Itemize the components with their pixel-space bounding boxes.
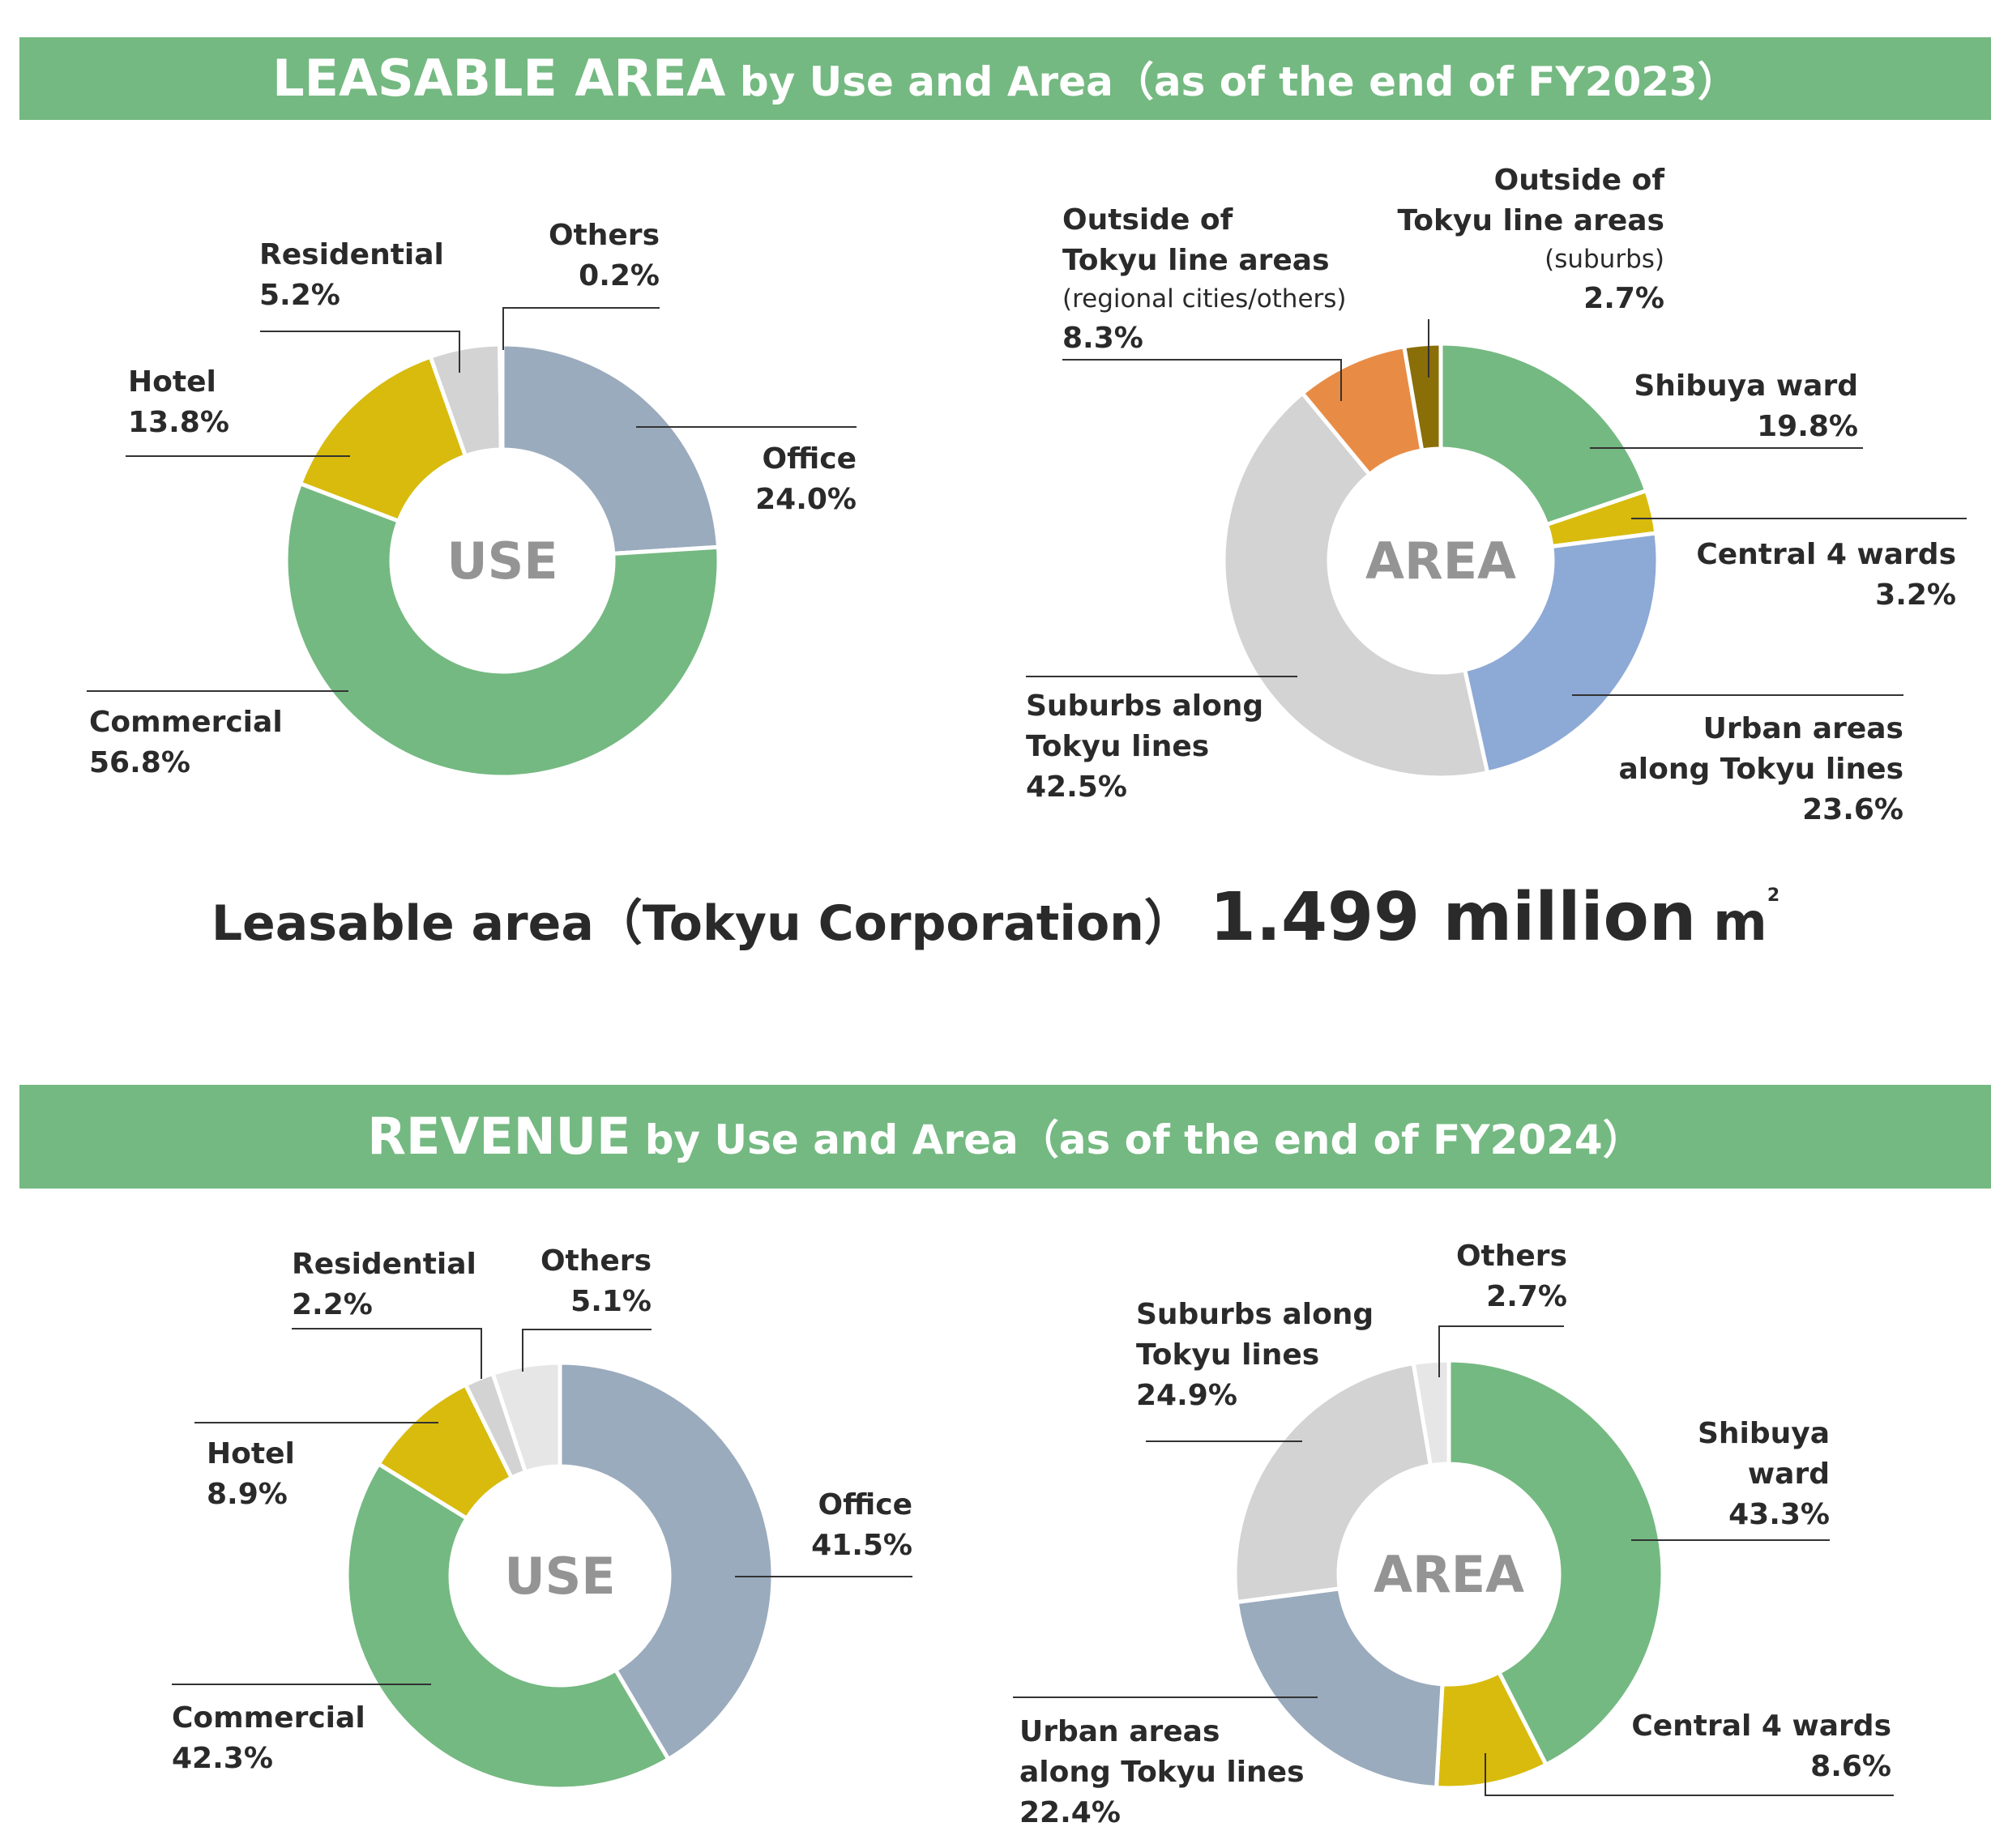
rev_area-slice-suburbs-along-tokyu-lines <box>1233 1361 1433 1604</box>
rev_area-label-urban-areas-along-tokyu-lines: along Tokyu lines <box>1019 1756 1305 1789</box>
area_area-value-urban-areas-along-tokyu-lines: 23.6% <box>1802 793 1903 826</box>
area_area-slice-suburbs-along-tokyu-lines <box>1221 391 1490 780</box>
rev_area-label-shibuya-ward: Shibuya <box>1698 1417 1830 1450</box>
rev_area-value-suburbs-along-tokyu-lines: 24.9% <box>1136 1379 1237 1412</box>
rev_use-value-office: 41.5% <box>811 1529 912 1562</box>
area_area-center-label: AREA <box>1365 531 1516 591</box>
area_area-label-shibuya-ward: Shibuya ward <box>1634 369 1858 403</box>
rev_area-label-suburbs-along-tokyu-lines: Suburbs along <box>1136 1298 1374 1331</box>
revenue-banner-subtitle: by Use and Area（as of the end of FY2024） <box>630 1116 1643 1163</box>
rev_use-center-label: USE <box>504 1547 615 1606</box>
rev_area-value-central-4-wards: 8.6% <box>1810 1750 1891 1783</box>
rev_use-label-residential: Residential <box>292 1248 476 1281</box>
rev_use-label-hotel: Hotel <box>207 1437 295 1470</box>
area_use-slice-others <box>498 342 505 452</box>
area_use-value-hotel: 13.8% <box>128 406 229 439</box>
area_area-label-central-4-wards: Central 4 wards <box>1696 538 1956 571</box>
area_area-label-outside-of-tokyu-line-areas-suburbs: Tokyu line areas <box>1397 204 1664 237</box>
area_area-label-outside-of-tokyu-line-areas-regional-cities-others: Tokyu line areas <box>1062 244 1330 277</box>
area_area-note-outside-of-tokyu-line-areas-regional-cities-others: (regional cities/others) <box>1062 284 1347 314</box>
leasable-area-total: Leasable area（Tokyu Corporation） 1.499 m… <box>0 879 1991 956</box>
rev_use-leader-residential <box>292 1328 482 1379</box>
area_area-slice-urban-areas-along-tokyu-lines <box>1463 531 1660 775</box>
leasable-area-total-label: Leasable area（Tokyu Corporation） <box>211 895 1193 952</box>
rev_area-label-suburbs-along-tokyu-lines: Tokyu lines <box>1136 1338 1319 1372</box>
rev_area-leader-others <box>1438 1325 1564 1377</box>
leasable-area-banner-title: LEASABLE AREA <box>272 49 726 108</box>
area_use-center-label: USE <box>446 531 558 591</box>
area_area-label-outside-of-tokyu-line-areas-regional-cities-others: Outside of <box>1062 203 1233 237</box>
area_use-value-residential: 5.2% <box>259 279 340 312</box>
rev_use-value-others: 5.1% <box>570 1285 652 1318</box>
rev_area-label-shibuya-ward: ward <box>1748 1457 1830 1491</box>
revenue-banner-title: REVENUE <box>367 1107 631 1166</box>
rev_area-slice-urban-areas-along-tokyu-lines <box>1234 1586 1445 1790</box>
area_use-value-office: 24.0% <box>755 483 857 516</box>
rev_use-value-commercial: 42.3% <box>172 1742 273 1775</box>
area_use-leader-residential <box>260 331 460 373</box>
rev_area-donut: AREA Shibuya ward 43.3% Central 4 wards 8.6% U… <box>1013 1240 1894 1829</box>
area_use-label-office: Office <box>762 442 857 476</box>
rev_area-value-shibuya-ward: 43.3% <box>1728 1498 1830 1531</box>
area_area-label-outside-of-tokyu-line-areas-suburbs: Outside of <box>1494 164 1665 197</box>
rev_area-leader-central-4-wards <box>1485 1753 1894 1796</box>
leasable-area-total-unit-exponent: 2 <box>1767 886 1780 906</box>
area_area-value-outside-of-tokyu-line-areas-regional-cities-others: 8.3% <box>1062 322 1143 355</box>
area_use-value-commercial: 56.8% <box>89 746 190 779</box>
rev_use-slice-others <box>490 1360 562 1475</box>
rev_use-leader-others <box>522 1329 652 1372</box>
rev_use-donut: USE Office 41.5% Commercial 42.3% Hotel 8.9% Re… <box>172 1244 912 1791</box>
area_area-value-outside-of-tokyu-line-areas-suburbs: 2.7% <box>1583 282 1664 315</box>
rev_use-slice-commercial <box>344 1462 671 1791</box>
area_use-value-others: 0.2% <box>579 259 660 292</box>
area_use-slice-hotel <box>298 354 468 523</box>
area_use-label-others: Others <box>549 219 660 252</box>
rev_use-slice-office <box>558 1360 775 1761</box>
area_area-leader-outside-of-tokyu-line-areas-regional-cities-others <box>1062 359 1342 401</box>
rev_area-center-label: AREA <box>1374 1545 1524 1604</box>
rev_area-value-others: 2.7% <box>1486 1280 1567 1313</box>
area_area-value-central-4-wards: 3.2% <box>1875 578 1956 612</box>
area_use-donut: USE Office 24.0% Commercial 56.8% Hotel 13.8% R… <box>87 219 857 779</box>
leasable-area-banner-subtitle: by Use and Area（as of the end of FY2023） <box>725 58 1738 105</box>
area_area-donut: AREA Shibuya ward 19.8% Central 4 wards 3.2%… <box>1026 164 1967 826</box>
rev_area-label-central-4-wards: Central 4 wards <box>1631 1709 1891 1743</box>
area_use-label-residential: Residential <box>259 238 444 271</box>
leasable-area-total-unit: m <box>1713 893 1767 953</box>
area_area-value-shibuya-ward: 19.8% <box>1757 410 1858 443</box>
area_use-leader-others <box>502 307 660 350</box>
leasable-area-banner: LEASABLE AREA by Use and Area（as of the … <box>19 37 1991 120</box>
rev_area-slice-others <box>1411 1358 1451 1468</box>
area_area-label-suburbs-along-tokyu-lines: Tokyu lines <box>1026 730 1209 763</box>
rev_area-label-urban-areas-along-tokyu-lines: Urban areas <box>1019 1715 1220 1748</box>
rev_use-value-residential: 2.2% <box>292 1288 373 1321</box>
rev_area-slice-shibuya-ward <box>1446 1358 1665 1767</box>
area_area-label-suburbs-along-tokyu-lines: Suburbs along <box>1026 689 1263 723</box>
leasable-area-total-value: 1.499 million <box>1209 879 1697 956</box>
area_use-slice-office <box>500 342 720 556</box>
area_use-label-commercial: Commercial <box>89 706 283 739</box>
area_area-note-outside-of-tokyu-line-areas-suburbs: (suburbs) <box>1545 245 1664 274</box>
area_area-slice-shibuya-ward <box>1438 341 1649 527</box>
area_area-value-suburbs-along-tokyu-lines: 42.5% <box>1026 770 1127 804</box>
rev_use-label-office: Office <box>818 1488 912 1522</box>
rev_use-value-hotel: 8.9% <box>207 1478 288 1511</box>
revenue-banner: REVENUE by Use and Area（as of the end of… <box>19 1085 1991 1189</box>
rev_area-label-others: Others <box>1456 1240 1567 1273</box>
area_area-label-urban-areas-along-tokyu-lines: along Tokyu lines <box>1618 753 1903 786</box>
rev_use-label-commercial: Commercial <box>172 1701 365 1735</box>
rev_area-value-urban-areas-along-tokyu-lines: 22.4% <box>1019 1796 1121 1829</box>
area_use-slice-commercial <box>284 481 721 779</box>
area_area-slice-outside-of-tokyu-line-areas-suburbs <box>1402 341 1443 453</box>
area_area-label-urban-areas-along-tokyu-lines: Urban areas <box>1703 712 1903 745</box>
rev_use-label-others: Others <box>540 1244 652 1278</box>
area_use-label-hotel: Hotel <box>128 365 216 399</box>
